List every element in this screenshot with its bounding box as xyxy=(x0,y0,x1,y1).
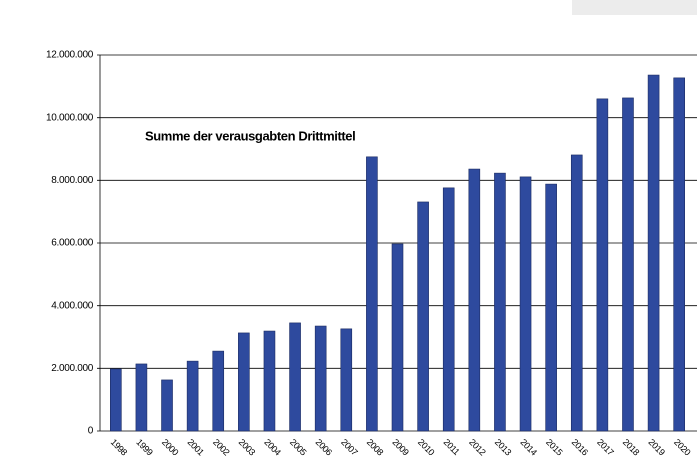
bar xyxy=(391,243,404,432)
bar xyxy=(494,172,506,432)
x-tick-label: 2012 xyxy=(467,437,488,458)
x-tick-label: 2016 xyxy=(570,437,591,458)
bar xyxy=(468,168,481,432)
x-tick-label: 2000 xyxy=(160,437,181,458)
x-tick-label: 2005 xyxy=(288,437,309,458)
x-tick-label: 2018 xyxy=(621,437,642,458)
x-tick-label: 2001 xyxy=(186,437,207,458)
bar xyxy=(622,97,634,432)
x-tick-label: 2009 xyxy=(390,437,411,458)
y-tick-label: 10.000.000 xyxy=(46,112,94,123)
y-tick-label: 2.000.000 xyxy=(51,363,94,374)
bar xyxy=(212,350,225,432)
bar xyxy=(596,98,609,432)
y-tick-label: 4.000.000 xyxy=(51,300,94,311)
x-tick-label: 2015 xyxy=(544,437,565,458)
x-tick-label: 2007 xyxy=(339,437,360,458)
bar xyxy=(263,330,276,432)
bar xyxy=(186,360,199,432)
x-tick-label: 2003 xyxy=(237,437,258,458)
x-tick-label: 1999 xyxy=(134,437,155,458)
y-tick-label: 8.000.000 xyxy=(51,175,94,186)
bar xyxy=(673,77,685,432)
y-tick-label: 0 xyxy=(88,426,94,437)
x-tick-label: 2008 xyxy=(365,437,386,458)
bar xyxy=(135,363,148,432)
bar xyxy=(442,187,455,432)
chart-title: Summe der verausgabten Drittmittel xyxy=(145,128,355,143)
x-tick-label: 2011 xyxy=(442,437,462,457)
bar xyxy=(417,201,429,432)
bar xyxy=(110,368,122,432)
toolbar-box xyxy=(572,0,697,15)
x-tick-label: 2017 xyxy=(595,437,616,458)
x-tick-label: 1998 xyxy=(109,437,130,458)
x-tick-label: 2010 xyxy=(416,437,437,458)
x-tick-label: 2004 xyxy=(262,437,283,458)
bar xyxy=(314,325,327,432)
x-tick-label: 2013 xyxy=(493,437,514,458)
bar xyxy=(238,332,250,432)
y-tick-label: 12.000.000 xyxy=(46,50,94,61)
bar xyxy=(570,154,583,432)
bar xyxy=(519,176,532,432)
x-tick-label: 2014 xyxy=(518,437,539,458)
x-tick-label: 2006 xyxy=(314,437,335,458)
bar xyxy=(289,322,301,432)
bar xyxy=(647,74,660,432)
bar xyxy=(545,183,557,432)
bar xyxy=(161,379,173,432)
x-tick-label: 2002 xyxy=(211,437,232,458)
y-tick-label: 6.000.000 xyxy=(51,238,94,249)
x-tick-label: 2019 xyxy=(646,437,667,458)
x-tick-label: 2020 xyxy=(672,437,693,458)
bar xyxy=(340,328,353,432)
bar xyxy=(366,156,378,432)
